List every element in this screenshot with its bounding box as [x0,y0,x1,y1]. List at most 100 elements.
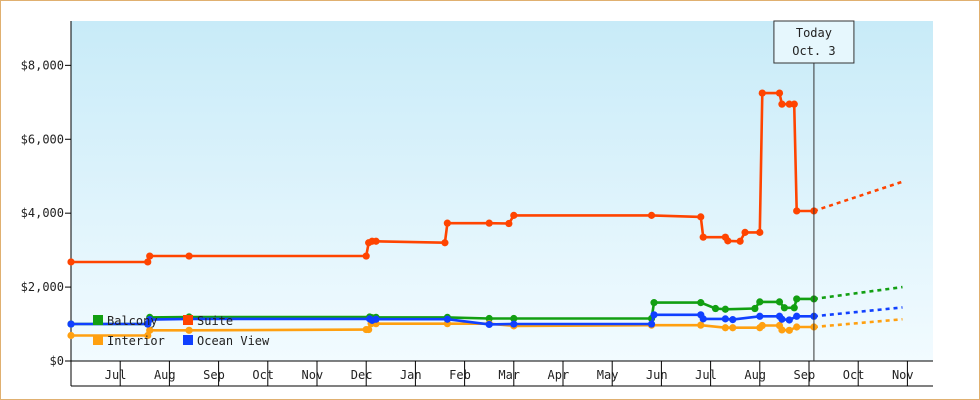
legend-swatch [183,335,193,345]
forecast-line [813,285,903,301]
x-tick-label: Oct [252,368,274,382]
data-point [785,316,793,324]
legend-item: Interior [93,334,165,348]
x-tick-label: Sep [203,368,225,382]
series-suite [67,89,903,266]
data-point [793,295,801,303]
legend-label: Suite [197,314,233,328]
data-point [441,239,449,247]
data-point [711,304,720,313]
data-point [793,323,801,331]
today-box [773,20,855,64]
data-point [721,305,729,313]
data-point [729,316,737,324]
today-marker: Today Oct. 3 [773,20,855,361]
data-point [697,299,705,307]
data-point [756,312,764,320]
data-point [721,315,729,323]
data-point [758,321,766,330]
legend-swatch [183,315,193,325]
legend: Balcony Suite Interior Ocean View [93,314,270,348]
data-point [647,211,656,219]
data-point [443,219,451,227]
data-point [144,258,152,266]
y-tick-label: $8,000 [21,58,64,72]
data-point [793,312,801,320]
series-line [71,297,814,326]
data-point [756,228,764,236]
data-point [510,211,518,219]
x-tick-label: Nov [892,368,914,382]
data-point [751,304,759,313]
series-line [71,91,814,264]
series-layer [67,89,903,340]
data-point [185,326,193,334]
x-tick-label: Jun [646,368,668,382]
data-point [185,252,193,260]
data-point [775,89,784,97]
data-point [780,304,789,312]
data-point [785,100,793,108]
series-ocean-view [67,306,903,329]
data-point [790,304,798,312]
data-point [790,100,798,108]
data-point [793,207,801,215]
data-point [510,314,518,323]
data-point [650,311,658,319]
data-point [365,325,373,334]
forecast-line [813,306,903,318]
x-tick-label: Nov [302,368,324,382]
legend-item: Suite [183,314,233,328]
x-tick-label: Sep [794,368,816,382]
data-point [67,331,75,340]
y-tick-label: $6,000 [21,132,64,146]
data-point [756,298,764,306]
x-tick-label: Aug [744,368,766,382]
legend-swatch [93,335,103,345]
data-point [67,258,75,266]
data-point [699,233,707,241]
legend-item: Balcony [93,314,158,328]
data-point [697,321,705,329]
legend-item: Ocean View [183,334,270,348]
data-point [485,320,493,329]
x-tick-label: Oct [843,368,865,382]
data-point [758,89,766,97]
data-point [736,237,744,245]
y-tick-label: $4,000 [21,206,64,220]
x-tick-label: Jul [105,368,127,382]
legend-swatch [93,315,103,325]
legend-label: Balcony [107,314,158,328]
data-point [650,299,658,307]
data-point [372,237,380,245]
data-point [778,100,786,108]
data-point [443,315,451,323]
data-point [510,320,518,328]
x-tick-label: Jul [695,368,717,382]
data-point [785,326,793,334]
data-point [699,315,707,323]
data-point [146,316,154,324]
y-tick-label: $0 [50,354,64,368]
data-point [721,324,729,332]
forecast-line [813,317,903,329]
data-point [741,228,749,236]
x-tick-label: Apr [548,368,570,382]
data-point [146,252,154,260]
data-point [67,320,75,328]
today-label: Today [796,26,832,40]
data-point [505,219,513,228]
today-date: Oct. 3 [792,44,835,58]
data-point [485,219,493,227]
x-tick-label: Jan [400,368,422,382]
data-point [729,324,737,332]
x-tick-label: Feb [449,368,471,382]
data-point [485,314,493,323]
data-point [372,315,380,323]
axes: $0 $2,000 $4,000 $6,000 $8,000 Jul Aug Sep Oct No… [21,21,933,387]
data-point [362,252,370,260]
x-tick-label: Dec [351,368,373,382]
data-point [146,326,154,334]
